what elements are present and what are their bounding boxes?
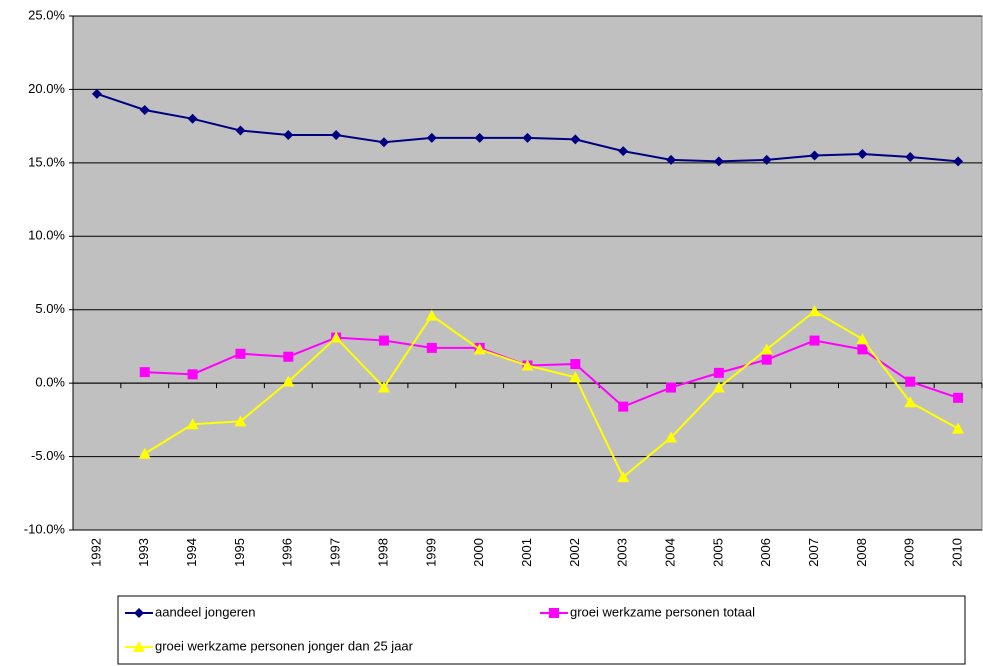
marker [283, 351, 294, 362]
y-tick-label: 0.0% [35, 375, 65, 390]
marker [570, 134, 581, 145]
legend-box [117, 595, 966, 665]
y-tick-label: 15.0% [28, 154, 65, 169]
x-tick-label: 1992 [88, 538, 103, 567]
y-tick-label: -10.0% [24, 521, 66, 536]
y-tick-label: 20.0% [28, 81, 65, 96]
x-tick-label: 2001 [519, 538, 534, 567]
x-tick-label: 2010 [950, 538, 965, 567]
marker [234, 415, 247, 427]
legend-label: groei werkzame personen jonger dan 25 ja… [155, 638, 414, 653]
legend-label: aandeel jongeren [155, 604, 255, 619]
marker [809, 150, 820, 161]
marker [760, 343, 773, 355]
y-tick-label: -5.0% [31, 448, 65, 463]
marker [134, 608, 144, 618]
x-tick-label: 2002 [567, 538, 582, 567]
marker [856, 333, 869, 345]
marker [666, 382, 677, 393]
y-tick-label: 5.0% [35, 301, 65, 316]
legend-label: groei werkzame personen totaal [570, 604, 755, 619]
marker [761, 154, 772, 165]
marker [522, 132, 533, 143]
marker [139, 367, 150, 378]
x-tick-label: 1996 [280, 538, 295, 567]
marker [666, 154, 677, 165]
x-tick-label: 1993 [136, 538, 151, 567]
marker [426, 342, 437, 353]
marker [857, 149, 868, 160]
marker [474, 132, 485, 143]
x-tick-label: 2004 [662, 538, 677, 567]
marker [809, 335, 820, 346]
marker [857, 344, 868, 355]
marker [186, 418, 199, 430]
marker [377, 381, 390, 393]
marker [235, 348, 246, 359]
marker [378, 335, 389, 346]
marker [617, 471, 630, 483]
marker [283, 129, 294, 140]
marker [282, 375, 295, 387]
x-tick-label: 1997 [328, 538, 343, 567]
marker [953, 392, 964, 403]
marker [187, 113, 198, 124]
marker [521, 359, 534, 371]
x-tick-label: 1995 [232, 538, 247, 567]
marker [91, 88, 102, 99]
marker [713, 156, 724, 167]
marker [473, 343, 486, 355]
marker [331, 129, 342, 140]
marker [569, 371, 582, 383]
x-tick-label: 1999 [423, 538, 438, 567]
marker [549, 608, 559, 618]
marker [904, 396, 917, 408]
series-line [144, 309, 959, 479]
y-tick-label: 25.0% [28, 7, 65, 22]
marker [187, 369, 198, 380]
marker [139, 104, 150, 115]
x-tick-label: 2009 [902, 538, 917, 567]
y-tick-label: 10.0% [28, 228, 65, 243]
x-tick-label: 2008 [854, 538, 869, 567]
marker [905, 151, 916, 162]
marker [808, 305, 821, 317]
marker [761, 354, 772, 365]
marker [665, 431, 678, 443]
x-tick-label: 2007 [806, 538, 821, 567]
x-tick-label: 1994 [184, 538, 199, 567]
marker [618, 401, 629, 412]
marker [138, 447, 151, 459]
marker [426, 132, 437, 143]
marker [953, 156, 964, 167]
x-tick-label: 2006 [758, 538, 773, 567]
marker [952, 422, 965, 434]
marker [235, 125, 246, 136]
marker [618, 146, 629, 157]
marker [570, 359, 581, 370]
plot-area [72, 15, 983, 531]
marker [905, 376, 916, 387]
marker [712, 381, 725, 393]
x-tick-label: 1998 [375, 538, 390, 567]
marker [378, 137, 389, 148]
marker [133, 641, 145, 652]
x-tick-label: 2000 [471, 538, 486, 567]
x-tick-label: 2005 [710, 538, 725, 567]
marker [425, 309, 438, 321]
marker [330, 331, 343, 343]
marker [713, 367, 724, 378]
series-line [144, 336, 959, 408]
x-tick-label: 2003 [615, 538, 630, 567]
